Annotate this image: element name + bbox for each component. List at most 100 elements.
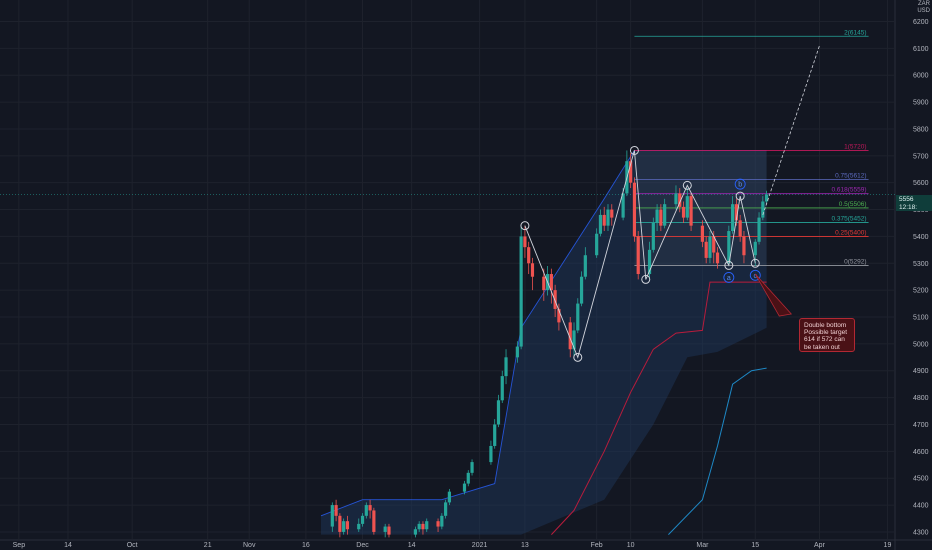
time-tick-label: 13: [521, 542, 529, 549]
price-tick-label: 6100: [913, 46, 929, 53]
wave-label-circle: [723, 271, 735, 283]
candle-body: [727, 231, 731, 264]
candle-body: [417, 523, 421, 530]
price-tick-label: 4500: [913, 476, 929, 483]
countdown: 12:18:: [899, 203, 918, 211]
price-axis[interactable]: 4300 4400 4500 4600 4700 4800 4900 5000 5100 5200…: [913, 19, 929, 536]
candle-body: [523, 236, 527, 248]
candle-body: [493, 424, 497, 446]
candle-body: [704, 241, 708, 258]
fib-level-label: 0.375(5452): [832, 215, 867, 222]
price-tick-label: 5900: [913, 100, 929, 107]
candle-body: [530, 263, 535, 277]
candle-body: [345, 521, 350, 530]
pattern-lines: a b c: [520, 45, 820, 362]
annotation-callout[interactable]: Double bottom Possible target 614 if 572…: [799, 318, 855, 352]
candles: [330, 150, 769, 538]
candle-body: [765, 194, 769, 202]
pivot-marker: [629, 145, 639, 155]
candle-body: [572, 330, 576, 350]
candle-body: [674, 193, 678, 205]
candle-body: [360, 515, 365, 524]
candle-body: [629, 161, 633, 183]
candle-body: [338, 515, 342, 532]
time-axis[interactable]: Sep 14 Oct 21 Nov 16 Dec 14 2021 13 Feb 10 Mar 15 Apr 1…: [13, 542, 892, 549]
price-tick-label: 6000: [913, 73, 929, 80]
blue-band-line: [668, 367, 767, 535]
price-tick-label: 4800: [913, 395, 929, 402]
candle-body: [757, 217, 761, 242]
wave-label: c: [754, 273, 758, 280]
candle-body: [685, 196, 689, 218]
candle-body: [689, 196, 693, 226]
candle-body: [383, 526, 387, 532]
candle-body: [568, 322, 572, 350]
candle-body: [372, 510, 376, 532]
fib-level-label: 0.25(5400): [835, 229, 866, 236]
candle-body: [700, 225, 705, 242]
pivot-marker: [682, 180, 692, 190]
currency-label: ZAR USD: [917, 1, 930, 14]
callout-pointer: [754, 273, 793, 317]
time-tick-label: 21: [204, 542, 212, 549]
time-tick-label: Dec: [356, 542, 369, 549]
candle-body: [681, 206, 686, 218]
candle-body: [549, 274, 553, 291]
candle-body: [368, 505, 372, 511]
candle-body: [440, 515, 444, 527]
candle-body: [712, 236, 716, 253]
candle-body: [715, 252, 720, 264]
candle-body: [462, 483, 467, 492]
last-price-tag: 5556 12:18:: [896, 195, 932, 211]
time-tick-label: Sep: [13, 542, 26, 549]
candle-body: [519, 236, 523, 347]
fib-level-label: 2(6145): [844, 29, 866, 36]
candle-body: [364, 505, 368, 516]
last-price: 5556: [899, 196, 914, 203]
candle-body: [606, 209, 610, 226]
candle-body: [413, 529, 418, 535]
time-tick-label: Mar: [696, 542, 709, 549]
candle-body: [444, 502, 448, 516]
time-tick-label: 15: [751, 542, 759, 549]
fib-level-label: 1(5720): [844, 143, 866, 150]
time-tick-label: 2021: [472, 542, 488, 549]
candle-body: [357, 523, 361, 530]
candle-body: [579, 276, 584, 304]
time-tick-label: 10: [627, 542, 635, 549]
red-band-line: [551, 281, 767, 535]
wave-label-circle: [734, 178, 746, 190]
fib-level-label: 0.5(5506): [839, 201, 867, 208]
price-tick-label: 5200: [913, 288, 929, 295]
price-tick-label: 6200: [913, 19, 929, 26]
wave-label: b: [738, 182, 742, 189]
candle-body: [576, 303, 580, 331]
candle-body: [496, 400, 501, 425]
candle-body: [659, 209, 663, 226]
price-tick-label: 4400: [913, 503, 929, 510]
candle-body: [500, 376, 504, 401]
candle-body: [557, 308, 561, 323]
candle-body: [742, 236, 746, 256]
pivot-marker: [641, 274, 651, 284]
price-tick-label: 5100: [913, 315, 929, 322]
plot-background: [0, 0, 895, 540]
time-tick-label: Nov: [243, 542, 256, 549]
pivot-marker: [750, 258, 760, 268]
candle-body: [542, 276, 546, 291]
time-tick-label: 19: [884, 542, 892, 549]
candle-body: [708, 236, 712, 258]
time-tick-label: 14: [408, 542, 416, 549]
wave-label: a: [727, 275, 731, 282]
pivot-marker: [735, 191, 745, 201]
candle-body: [738, 220, 742, 237]
pivot-marker: [724, 260, 734, 270]
candle-body: [761, 201, 765, 218]
candle-body: [447, 491, 451, 503]
price-tick-label: 5400: [913, 234, 929, 241]
candle-body: [330, 505, 334, 527]
price-tick-label: 5700: [913, 153, 929, 160]
